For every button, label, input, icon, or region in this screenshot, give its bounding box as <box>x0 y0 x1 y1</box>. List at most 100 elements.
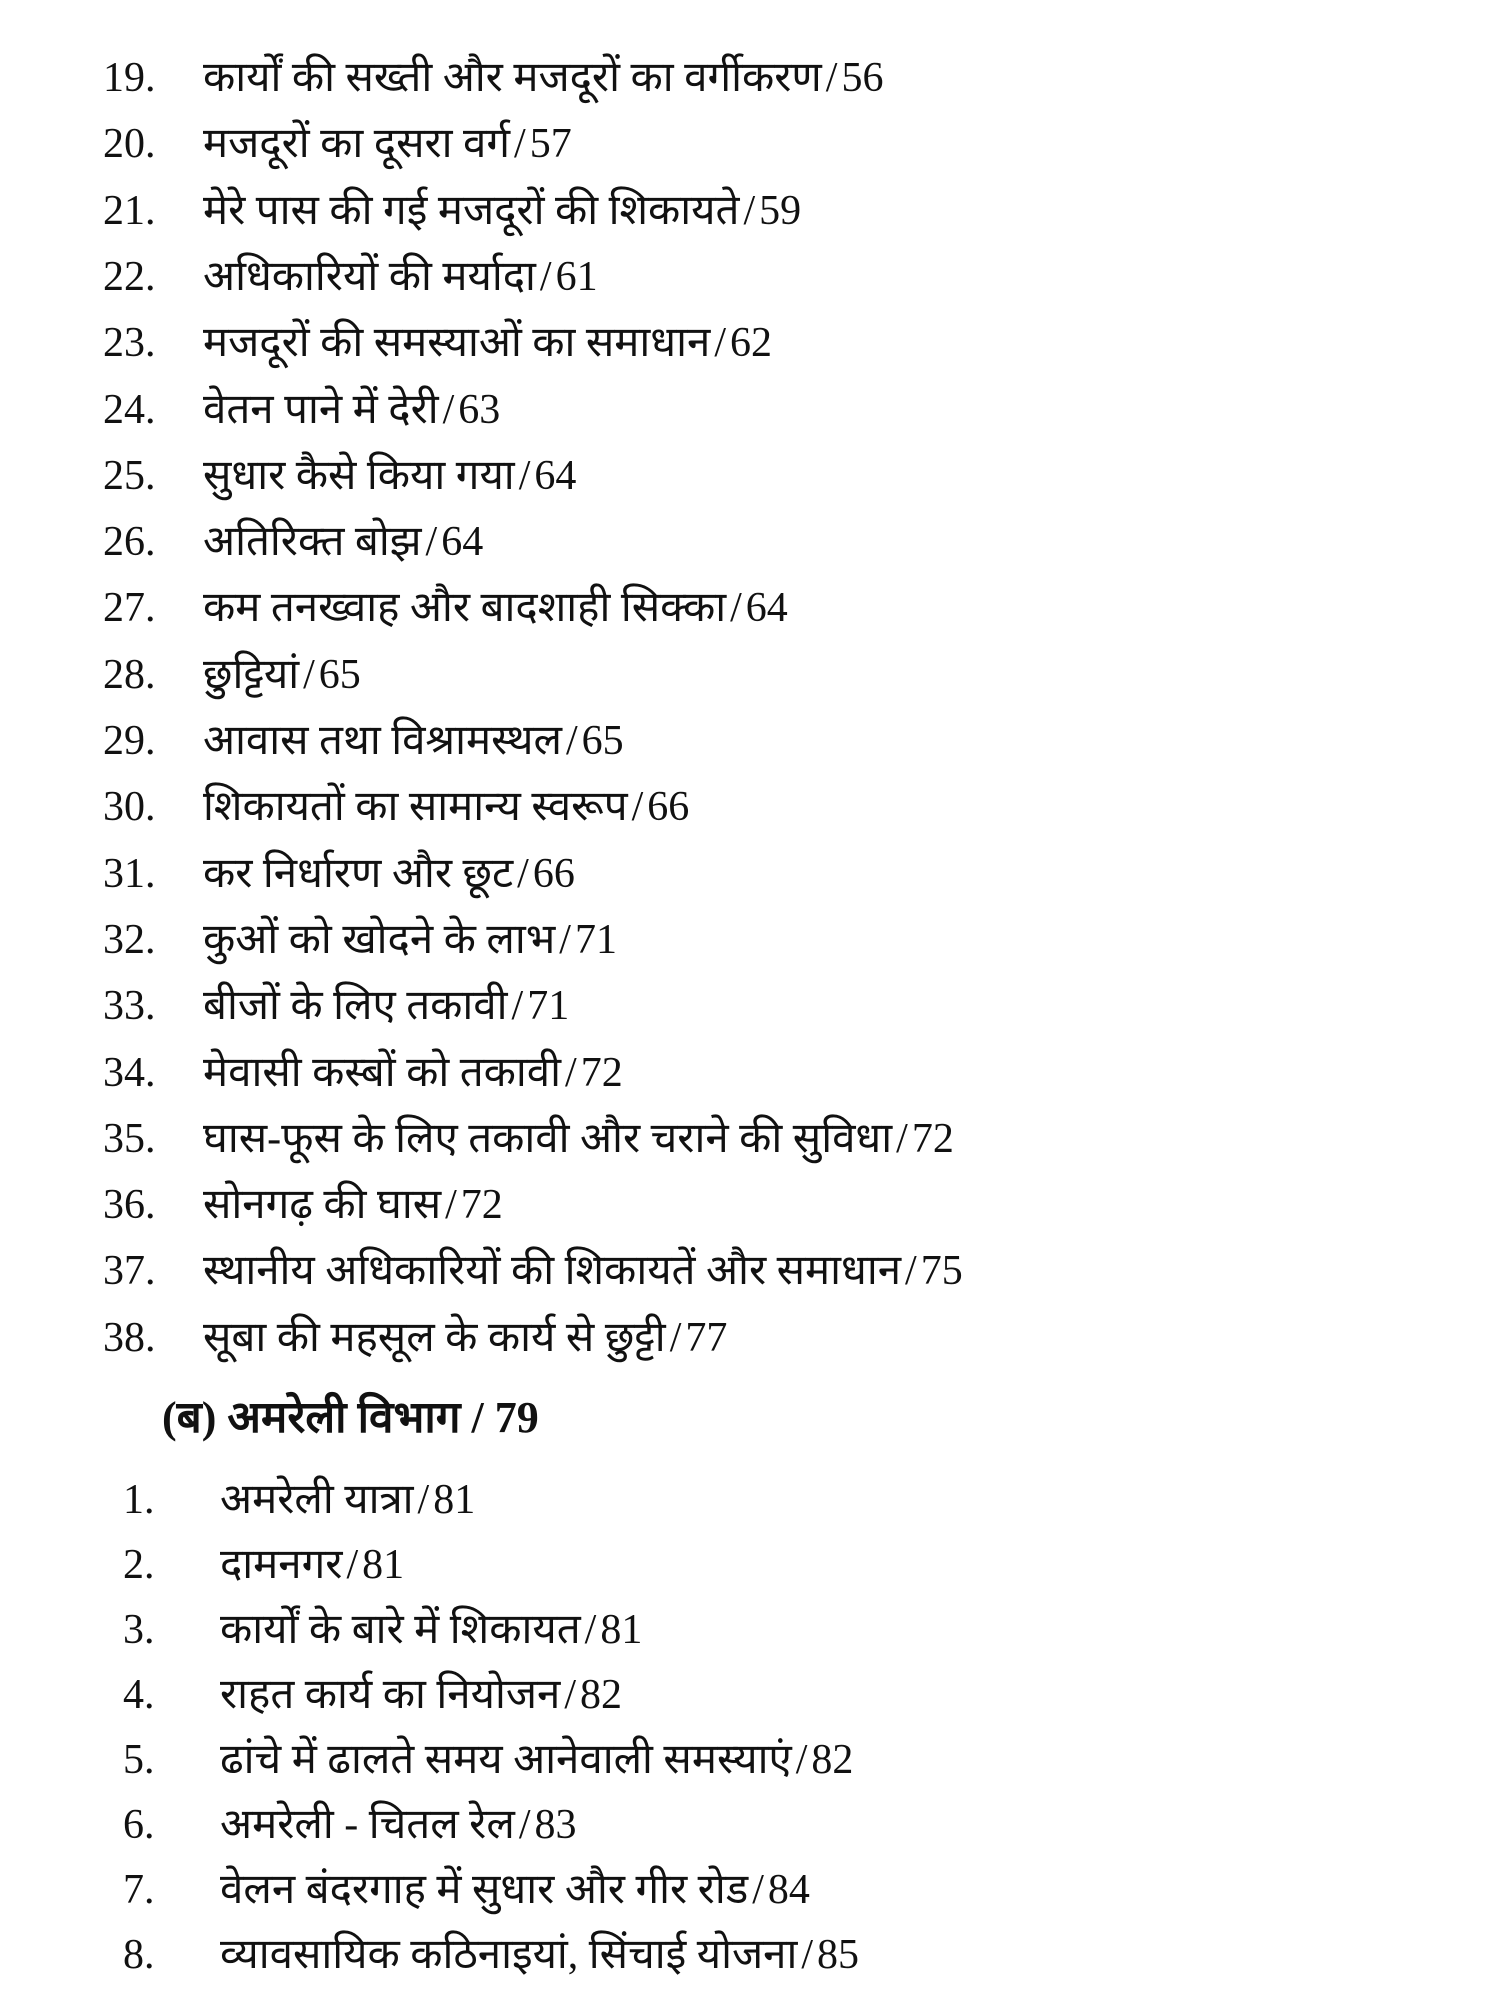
entry-title: अधिकारियों की मर्यादा <box>203 253 536 300</box>
entry-title: मेवासी कस्बों को तकावी <box>203 1049 562 1096</box>
entry-page: 66 <box>532 850 575 897</box>
entry-title: ढांचे में ढालते समय आनेवाली समस्याएं <box>220 1737 792 1783</box>
entry-title: सुधार कैसे किया गया <box>203 452 515 499</box>
toc-entry: 21. मेरे पास की गई मजदूरों की शिकायते/59 <box>103 181 801 241</box>
toc-entry: 23. मजदूरों की समस्याओं का समाधान/62 <box>103 313 772 373</box>
separator: / <box>564 1672 576 1718</box>
toc-entry: 3. कार्यों के बारे में शिकायत/81 <box>123 1600 642 1660</box>
separator: / <box>445 1182 457 1229</box>
toc-entry: 7. वेलन बंदरगाह में सुधार और गीर रोड/84 <box>123 1860 810 1920</box>
entry-page: 65 <box>318 651 361 698</box>
entry-number: 26. <box>103 519 156 566</box>
entry-page: 64 <box>441 519 484 566</box>
separator: / <box>825 55 838 101</box>
entry-title: बीजों के लिए तकावी <box>203 983 508 1030</box>
entry-page: 83 <box>534 1802 577 1848</box>
entry-page: 61 <box>555 253 598 300</box>
entry-number: 7. <box>123 1867 155 1913</box>
toc-entry: 4. राहत कार्य का नियोजन/82 <box>123 1665 622 1725</box>
entry-title: सोनगढ़ की घास <box>203 1182 442 1229</box>
entry-title: वेतन पाने में देरी <box>203 386 439 433</box>
entry-number: 22. <box>103 253 156 300</box>
entry-title: छुट्टियां <box>203 651 300 698</box>
entry-number: 35. <box>103 1115 156 1162</box>
section-heading: (ब) अमरेली विभाग / 79 <box>162 1388 539 1448</box>
entry-page: 64 <box>534 452 577 499</box>
entry-number: 28. <box>103 651 156 698</box>
entry-title: वेलन बंदरगाह में सुधार और गीर रोड <box>220 1867 749 1913</box>
entry-title: कार्यों की सख्ती और मजदूरों का वर्गीकरण <box>203 55 822 101</box>
entry-title: अतिरिक्त बोझ <box>203 519 422 566</box>
toc-entry: 24. वेतन पाने में देरी/63 <box>103 380 500 440</box>
entry-page: 71 <box>527 983 570 1030</box>
entry-number: 20. <box>103 121 156 168</box>
entry-title: मजदूरों का दूसरा वर्ग <box>203 121 511 168</box>
entry-number: 25. <box>103 452 156 499</box>
entry-page: 66 <box>647 784 690 831</box>
separator: / <box>795 1737 808 1783</box>
toc-entry: 20. मजदूरों का दूसरा वर्ग/57 <box>103 114 572 174</box>
entry-page: 85 <box>817 1932 860 1978</box>
toc-entry: 35. घास-फूस के लिए तकावी और चराने की सुवि… <box>103 1109 954 1169</box>
entry-page: 81 <box>600 1607 643 1653</box>
separator: / <box>511 983 524 1030</box>
entry-title: दामनगर <box>220 1542 343 1588</box>
separator: / <box>584 1607 597 1653</box>
toc-entry: 32. कुओं को खोदने के लाभ/71 <box>103 910 617 970</box>
separator: / <box>565 1049 577 1096</box>
separator: / <box>514 121 526 168</box>
entry-page: 71 <box>574 916 617 963</box>
entry-number: 36. <box>103 1182 156 1229</box>
entry-number: 34. <box>103 1049 156 1096</box>
separator: / <box>518 1802 531 1848</box>
entry-page: 62 <box>730 320 772 367</box>
toc-entry: 36. सोनगढ़ की घास/72 <box>103 1175 503 1235</box>
toc-entry: 6. अमरेली - चितल रेल/83 <box>123 1795 577 1855</box>
separator: / <box>905 1248 917 1295</box>
separator: / <box>471 1393 484 1442</box>
separator: / <box>518 452 531 499</box>
entry-title: कम तनख्वाह और बादशाही सिक्का <box>203 585 727 632</box>
entry-number: 24. <box>103 386 156 433</box>
separator: / <box>425 519 438 566</box>
entry-number: 8. <box>123 1932 155 1978</box>
entry-page: 81 <box>433 1477 476 1523</box>
entry-number: 30. <box>103 784 156 831</box>
entry-title: अमरेली यात्रा <box>220 1477 414 1523</box>
entry-page: 72 <box>580 1049 623 1096</box>
entry-number: 37. <box>103 1248 156 1295</box>
entry-page: 82 <box>811 1737 854 1783</box>
entry-number: 29. <box>103 718 156 764</box>
separator: / <box>631 784 644 831</box>
separator: / <box>303 651 315 698</box>
entry-page: 59 <box>759 187 802 234</box>
entry-page: 82 <box>580 1672 622 1718</box>
entry-number: 32. <box>103 916 156 963</box>
entry-number: 6. <box>123 1802 155 1848</box>
toc-entry: 19. कार्यों की सख्ती और मजदूरों का वर्गीक… <box>103 48 883 108</box>
entry-number: 3. <box>123 1607 155 1653</box>
toc-entry: 27. कम तनख्वाह और बादशाही सिक्का/64 <box>103 578 788 638</box>
entry-title: कुओं को खोदने के लाभ <box>203 916 556 963</box>
entry-page: 64 <box>745 585 788 632</box>
entry-number: 1. <box>123 1477 155 1523</box>
separator: / <box>669 1314 682 1361</box>
entry-page: 65 <box>581 718 624 764</box>
entry-page: 84 <box>767 1867 810 1913</box>
entry-number: 2. <box>123 1542 155 1588</box>
entry-page: 72 <box>460 1182 503 1229</box>
entry-number: 38. <box>103 1314 156 1361</box>
entry-page: 72 <box>911 1115 954 1162</box>
entry-title: कर निर्धारण और छूट <box>203 850 514 897</box>
separator: / <box>801 1932 814 1978</box>
separator: / <box>714 320 726 367</box>
toc-entry: 29. आवास तथा विश्रामस्थल/65 <box>103 711 624 771</box>
toc-entry: 26. अतिरिक्त बोझ/64 <box>103 512 483 572</box>
separator: / <box>565 718 578 764</box>
entry-title: स्थानीय अधिकारियों की शिकायतें और समाधान <box>203 1248 902 1295</box>
entry-number: 31. <box>103 850 156 897</box>
toc-entry: 5. ढांचे में ढालते समय आनेवाली समस्याएं/8… <box>123 1730 853 1790</box>
toc-entry: 8. व्यावसायिक कठिनाइयां, सिंचाई योजना/85 <box>123 1925 859 1985</box>
toc-entry: 34. मेवासी कस्बों को तकावी/72 <box>103 1043 623 1103</box>
toc-entry: 38. सूबा की महसूल के कार्य से छुट्टी/77 <box>103 1308 727 1368</box>
